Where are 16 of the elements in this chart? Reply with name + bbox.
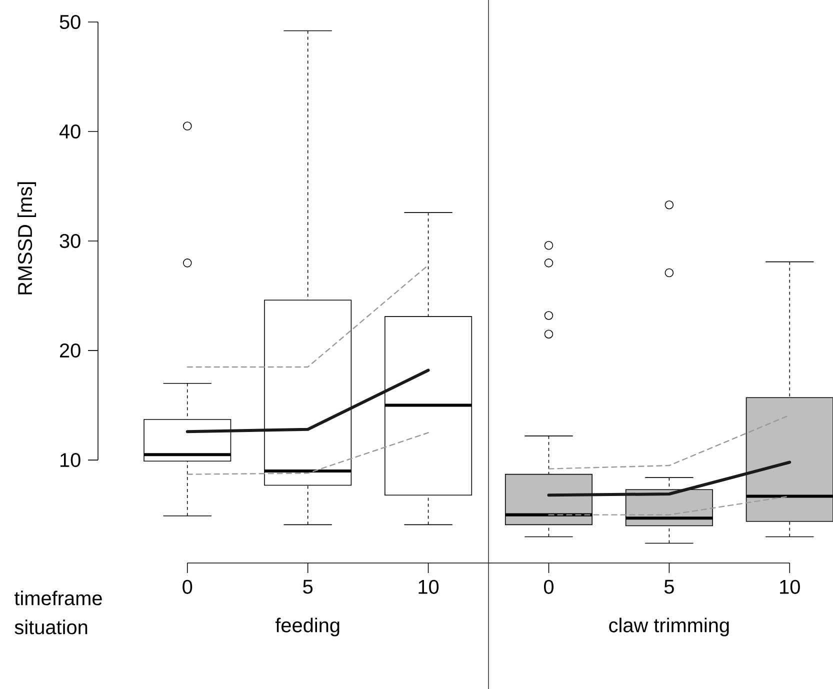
y-axis-title: RMSSD [ms] [17, 182, 36, 294]
y-tick-label: 40 [59, 124, 80, 139]
y-tick-label: 20 [60, 343, 80, 358]
x-tick-label: 5 [303, 580, 313, 594]
y-tick-label: 30 [60, 234, 80, 248]
text: feeding [275, 618, 340, 636]
text: claw trimming [609, 618, 729, 636]
y-tick-label: 50 [60, 14, 80, 30]
x-tick-label: 10 [780, 580, 800, 594]
text: situation [14, 620, 88, 634]
x-tick-label: 0 [182, 580, 192, 594]
x-tick-label: 0 [544, 580, 554, 594]
text: timeframe [14, 590, 102, 606]
y-tick-label: 10 [60, 453, 80, 468]
x-tick-label: 10 [418, 580, 439, 594]
x-tick-label: 5 [664, 580, 674, 594]
